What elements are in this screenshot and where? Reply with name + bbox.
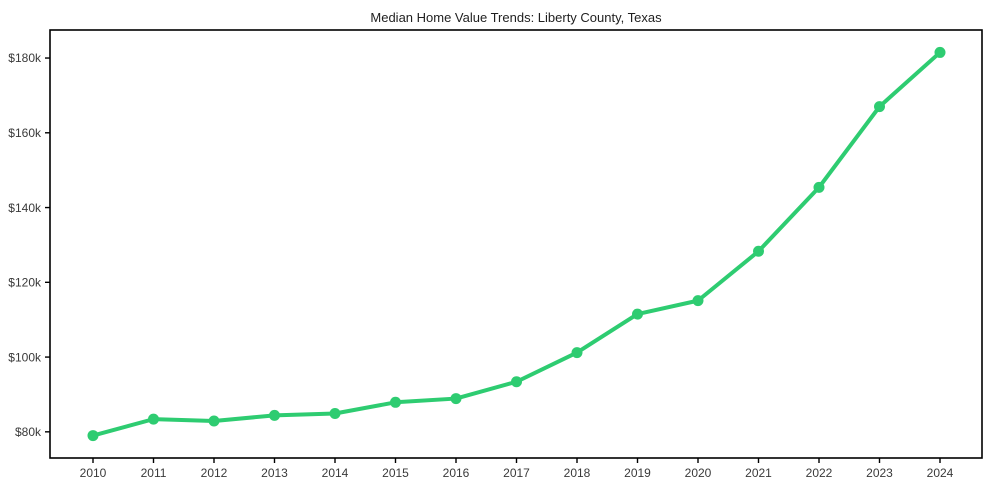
y-tick-label: $140k	[8, 201, 42, 215]
x-axis: 2010 2011 2012 2013 2014 2015 2016 2017 2018 2019…	[80, 458, 954, 480]
y-tick-label: $120k	[8, 276, 42, 290]
data-point-marker	[148, 413, 159, 425]
x-tick-label: 2024	[927, 466, 954, 480]
data-point-marker	[208, 415, 220, 427]
data-point-marker	[390, 396, 401, 408]
data-point-marker	[511, 376, 522, 388]
x-tick-label: 2021	[745, 466, 772, 480]
x-tick-label: 2010	[80, 466, 107, 480]
y-tick-label: $160k	[8, 126, 42, 140]
data-point-marker	[571, 347, 583, 359]
data-point-marker	[813, 181, 825, 193]
x-tick-label: 2019	[624, 466, 651, 480]
x-tick-label: 2016	[443, 466, 470, 480]
data-point-marker	[753, 245, 764, 257]
x-tick-label: 2023	[866, 466, 893, 480]
x-tick-label: 2012	[201, 466, 228, 480]
y-axis: $80k $100k $120k $140k $160k $180k	[8, 51, 50, 439]
data-point-marker	[87, 430, 99, 442]
chart-title: Median Home Value Trends: Liberty County…	[370, 10, 662, 25]
data-point-marker	[874, 101, 885, 113]
x-tick-label: 2017	[503, 466, 530, 480]
data-point-marker	[269, 409, 280, 421]
data-series	[87, 46, 946, 442]
x-tick-label: 2015	[382, 466, 409, 480]
y-tick-label: $80k	[15, 425, 42, 439]
data-point-marker	[692, 295, 704, 307]
x-tick-label: 2020	[685, 466, 712, 480]
x-tick-label: 2022	[806, 466, 833, 480]
data-point-marker	[329, 408, 341, 420]
data-point-marker	[934, 46, 946, 58]
data-point-marker	[632, 308, 643, 320]
x-tick-label: 2013	[261, 466, 288, 480]
y-tick-label: $100k	[8, 350, 42, 364]
x-tick-label: 2011	[141, 466, 167, 480]
data-point-marker	[450, 393, 462, 405]
x-tick-label: 2014	[322, 466, 349, 480]
plot-area-border	[49, 29, 983, 459]
y-tick-label: $180k	[8, 51, 42, 65]
x-tick-label: 2018	[564, 466, 591, 480]
